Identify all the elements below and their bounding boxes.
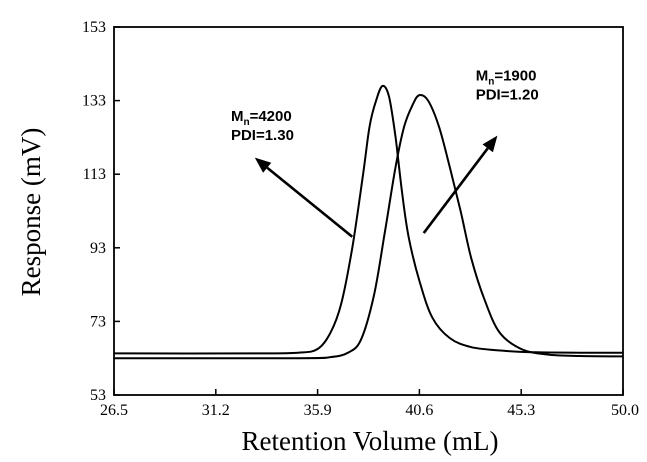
annotation-mn-label: Mn=4200 bbox=[231, 108, 292, 128]
annotation-pdi-label: PDI=1.20 bbox=[476, 86, 539, 103]
y-axis-label: Response (mV) bbox=[16, 128, 46, 297]
y-tick-label: 153 bbox=[82, 19, 106, 36]
x-axis-label: Retention Volume (mL) bbox=[242, 426, 499, 456]
y-tick-label: 73 bbox=[90, 313, 106, 330]
y-tick-label: 113 bbox=[83, 166, 106, 183]
annotation-arrow-shaft bbox=[266, 166, 354, 238]
y-tick-label: 93 bbox=[90, 240, 106, 257]
annotation-mn-label: Mn=1900 bbox=[476, 67, 537, 87]
x-tick-label: 26.5 bbox=[100, 402, 128, 419]
annotation-pdi-label: PDI=1.30 bbox=[231, 127, 294, 144]
x-tick-label: 40.6 bbox=[405, 402, 433, 419]
series-line-1 bbox=[113, 84, 623, 355]
x-tick-label: 35.9 bbox=[304, 402, 332, 419]
y-tick-label: 133 bbox=[82, 93, 106, 110]
annotation-arrow-head bbox=[482, 135, 498, 153]
series-line-2 bbox=[113, 93, 624, 360]
x-tick-label: 31.2 bbox=[202, 402, 230, 419]
axis-ticks: 26.5 31.2 35.9 40.6 45.3 50.0 53 73 93 113 133 153 bbox=[82, 19, 639, 419]
y-tick-label: 53 bbox=[90, 387, 106, 404]
annotation-arrow-shaft bbox=[422, 147, 489, 234]
annotation-arrow-head bbox=[254, 157, 272, 173]
plot-area bbox=[113, 26, 624, 396]
x-tick-label: 45.3 bbox=[507, 402, 535, 419]
plot-frame bbox=[113, 26, 624, 396]
x-tick-label: 50.0 bbox=[611, 402, 639, 419]
series-lines bbox=[113, 84, 624, 360]
